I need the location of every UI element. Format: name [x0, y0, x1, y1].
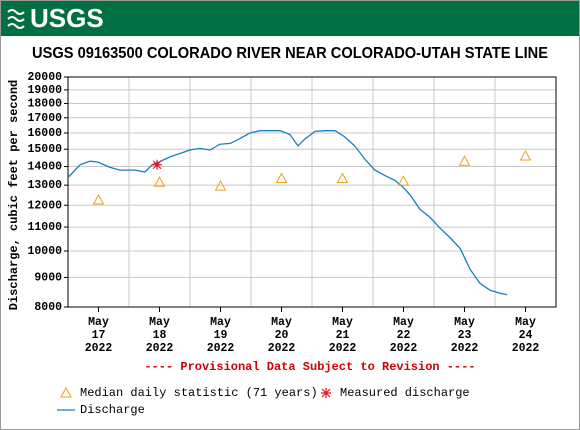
- x-tick-label: 18: [153, 329, 167, 342]
- x-tick-label: May: [515, 316, 536, 329]
- plot: 8000 9000 10000 11000 12000 13000 14000 15000 16…: [27, 71, 557, 355]
- legend-label: Discharge: [80, 403, 145, 417]
- x-tick-label: May: [332, 316, 353, 329]
- median-marker: [336, 172, 349, 183]
- x-tick-label: May: [271, 316, 292, 329]
- median-marker: [60, 386, 72, 398]
- x-tick-label: May: [454, 316, 475, 329]
- x-tick-label: 2022: [268, 342, 296, 355]
- y-tick-label: 18000: [27, 97, 62, 110]
- x-tick-label: 2022: [451, 342, 479, 355]
- median-marker: [397, 175, 410, 186]
- x-tick-label: May: [149, 316, 170, 329]
- x-tick-label: 2022: [512, 342, 540, 355]
- x-tick-label: 2022: [329, 342, 357, 355]
- median-marker: [458, 155, 471, 166]
- y-tick-label: 16000: [27, 127, 62, 140]
- x-tick-label: 23: [458, 329, 472, 342]
- x-tick-label: May: [88, 316, 109, 329]
- legend-label: Median daily statistic (71 years): [80, 386, 318, 400]
- y-tick-label: 20000: [27, 71, 62, 84]
- x-tick-label: 2022: [390, 342, 418, 355]
- measured-marker: [152, 159, 163, 170]
- x-tick-label: May: [393, 316, 414, 329]
- y-tick-label: 8000: [34, 301, 62, 314]
- x-tick-label: 24: [519, 329, 533, 342]
- median-marker: [214, 180, 227, 191]
- y-tick-label: 11000: [27, 221, 62, 234]
- x-tick-label: May: [210, 316, 231, 329]
- y-axis-label: Discharge, cubic feet per second: [7, 80, 21, 310]
- median-marker: [519, 149, 532, 161]
- median-marker: [153, 176, 166, 187]
- y-tick-label: 10000: [27, 245, 62, 258]
- plot-border: [67, 76, 557, 308]
- measured-marker: [321, 388, 331, 398]
- chart-title: USGS 09163500 COLORADO RIVER NEAR COLORA…: [32, 45, 548, 62]
- discharge-line: [67, 130, 508, 296]
- header-bar: [1, 1, 579, 36]
- median-marker: [92, 194, 105, 205]
- legend: Median daily statistic (71 years) Measure…: [57, 386, 470, 417]
- y-tick-label: 13000: [27, 179, 62, 192]
- x-tick-label: 2022: [146, 342, 174, 355]
- y-tick-label: 14000: [27, 161, 62, 174]
- x-tick-label: 19: [214, 329, 228, 342]
- legend-label: Measured discharge: [340, 386, 470, 400]
- x-tick-label: 20: [275, 329, 289, 342]
- y-tick-label: 15000: [27, 143, 62, 156]
- x-tick-label: 2022: [207, 342, 235, 355]
- x-tick-label: 17: [92, 329, 106, 342]
- y-tick-label: 17000: [27, 112, 62, 125]
- y-tick-label: 9000: [34, 271, 62, 284]
- logo: USGS: [30, 3, 104, 33]
- x-tick-label: 2022: [85, 342, 113, 355]
- logo-mark: [7, 9, 25, 29]
- y-tick-label: 19000: [27, 84, 62, 97]
- provisional-note: ---- Provisional Data Subject to Revisio…: [144, 360, 475, 374]
- y-tick-label: 12000: [27, 199, 62, 212]
- x-tick-label: 21: [336, 329, 350, 342]
- x-tick-label: 22: [397, 329, 411, 342]
- median-marker: [275, 172, 288, 183]
